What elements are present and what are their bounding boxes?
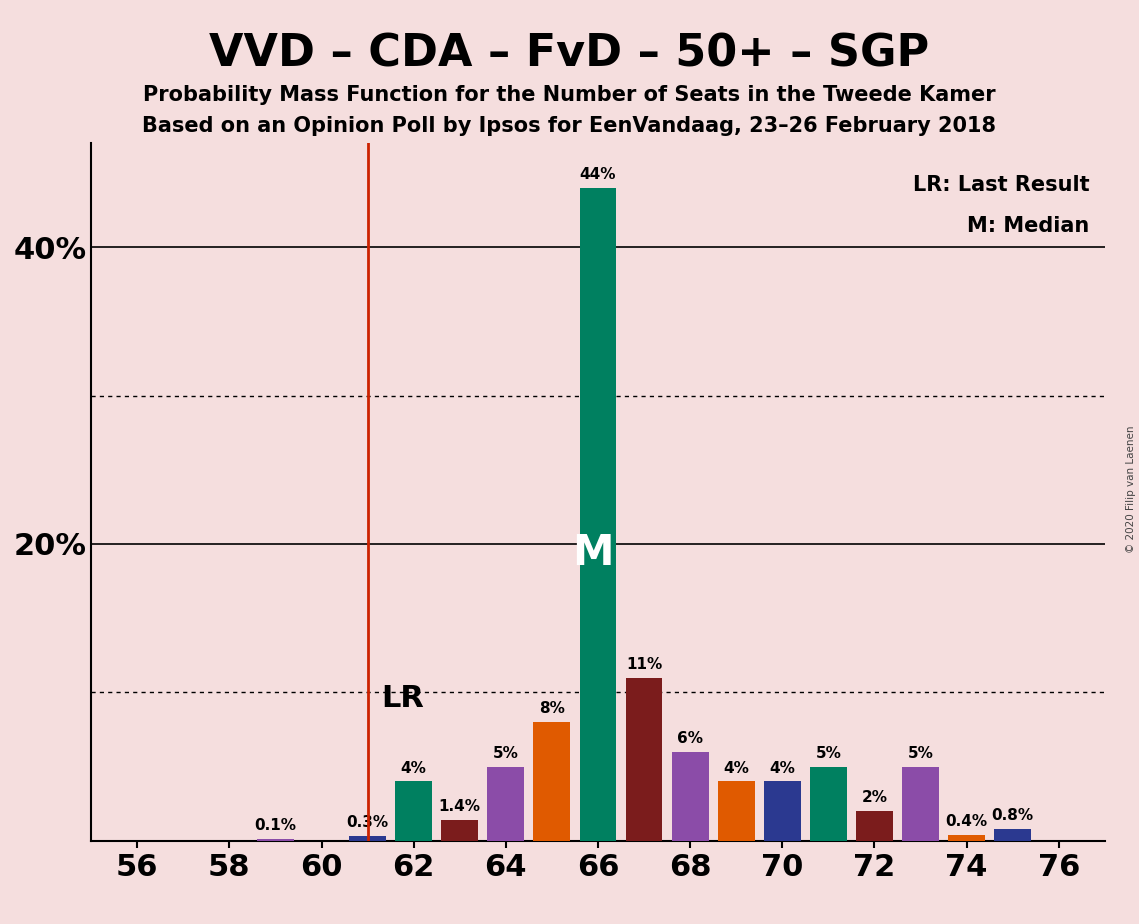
- Text: 6%: 6%: [677, 731, 703, 746]
- Text: © 2020 Filip van Laenen: © 2020 Filip van Laenen: [1126, 426, 1136, 553]
- Bar: [257, 839, 294, 841]
- Bar: [672, 752, 708, 841]
- Text: M: M: [573, 532, 614, 575]
- Bar: [857, 811, 893, 841]
- Bar: [764, 782, 801, 841]
- Bar: [948, 835, 985, 841]
- Bar: [487, 767, 524, 841]
- Bar: [994, 829, 1031, 841]
- Text: 2%: 2%: [861, 790, 887, 805]
- Text: LR: LR: [382, 684, 425, 712]
- Bar: [902, 767, 939, 841]
- Text: Based on an Opinion Poll by Ipsos for EenVandaag, 23–26 February 2018: Based on an Opinion Poll by Ipsos for Ee…: [142, 116, 997, 137]
- Text: M: Median: M: Median: [967, 216, 1090, 237]
- Text: 0.4%: 0.4%: [945, 814, 988, 829]
- Text: 11%: 11%: [626, 657, 662, 672]
- Text: 5%: 5%: [908, 746, 934, 760]
- Text: 5%: 5%: [493, 746, 518, 760]
- Text: 0.8%: 0.8%: [992, 808, 1034, 823]
- Text: Probability Mass Function for the Number of Seats in the Tweede Kamer: Probability Mass Function for the Number…: [144, 85, 995, 105]
- Text: 4%: 4%: [723, 760, 749, 775]
- Text: 8%: 8%: [539, 701, 565, 716]
- Text: 0.1%: 0.1%: [254, 819, 296, 833]
- Text: 5%: 5%: [816, 746, 842, 760]
- Text: 0.3%: 0.3%: [346, 816, 388, 831]
- Bar: [810, 767, 846, 841]
- Text: 1.4%: 1.4%: [439, 799, 481, 814]
- Text: VVD – CDA – FvD – 50+ – SGP: VVD – CDA – FvD – 50+ – SGP: [210, 32, 929, 76]
- Bar: [718, 782, 755, 841]
- Bar: [533, 722, 571, 841]
- Bar: [395, 782, 432, 841]
- Text: LR: Last Result: LR: Last Result: [913, 175, 1090, 195]
- Text: 44%: 44%: [580, 167, 616, 182]
- Text: 4%: 4%: [769, 760, 795, 775]
- Bar: [441, 821, 478, 841]
- Bar: [580, 188, 616, 841]
- Bar: [625, 677, 663, 841]
- Bar: [350, 836, 386, 841]
- Text: 4%: 4%: [401, 760, 427, 775]
